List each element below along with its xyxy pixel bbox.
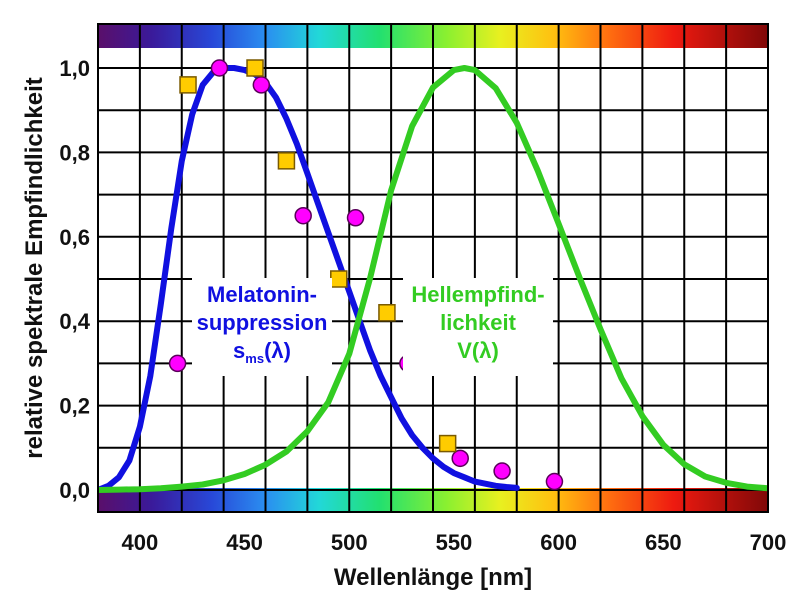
data-point-circle [346, 209, 365, 227]
annotation-background [403, 278, 553, 376]
data-point-circle [210, 59, 229, 77]
markers [168, 59, 564, 491]
annotation-text-line: Melatonin- [207, 282, 317, 307]
x-tick-label: 550 [436, 530, 473, 555]
x-tick-label: 700 [750, 530, 787, 555]
y-axis-title: relative spektrale Empfindlichkeit [21, 77, 48, 458]
luminosity-curve [98, 65, 768, 493]
curve-annotations: Melatonin-suppression sms(λ) Hellempfind-l… [192, 278, 553, 376]
curves [98, 65, 768, 493]
annotation-symbol: V(λ) [457, 338, 499, 363]
data-point-circle [168, 354, 187, 373]
x-tick-label: 600 [540, 530, 577, 555]
y-tick-label: 0,4 [59, 309, 90, 334]
data-point-circle [493, 462, 511, 480]
annotation-text-line: suppression [197, 310, 328, 335]
data-point-square [179, 76, 197, 94]
y-tick-label: 1,0 [59, 56, 90, 81]
x-tick-label: 650 [645, 530, 682, 555]
data-point-circle [451, 449, 469, 468]
x-tick-label: 450 [226, 530, 263, 555]
data-point-circle [252, 76, 271, 94]
melatonin-suppression-curve [98, 65, 520, 493]
luminosity-annotation: Hellempfind-lichkeit V(λ) [403, 278, 553, 376]
data-point-square [438, 434, 457, 453]
annotation-background [192, 278, 332, 376]
data-point-circle [294, 206, 312, 225]
data-point-square [330, 270, 348, 288]
data-point-square [378, 304, 396, 322]
data-point-square [277, 152, 296, 170]
y-tick-label: 0,8 [59, 140, 90, 165]
y-tick-label: 0,6 [59, 225, 90, 250]
annotation-text-line: lichkeit [440, 310, 516, 335]
y-tick-label: 0,0 [59, 478, 90, 503]
x-tick-label: 400 [122, 530, 159, 555]
x-tick-label: 500 [331, 530, 368, 555]
annotation-text-line: Hellempfind- [411, 282, 544, 307]
y-tick-label: 0,2 [59, 394, 90, 419]
annotation-symbol: sms(λ) [233, 338, 291, 366]
x-axis-title: Wellenlänge [nm] [334, 564, 532, 591]
plot-frame [97, 23, 769, 513]
melatonin-annotation: Melatonin-suppression sms(λ) [192, 278, 332, 376]
data-point-circle [545, 472, 564, 491]
tick-labels: 400 450 500 550 600 650 700 0,0 0,2 0,4 0,6 0,8 1,0 [59, 56, 786, 555]
data-point-square [246, 59, 264, 77]
